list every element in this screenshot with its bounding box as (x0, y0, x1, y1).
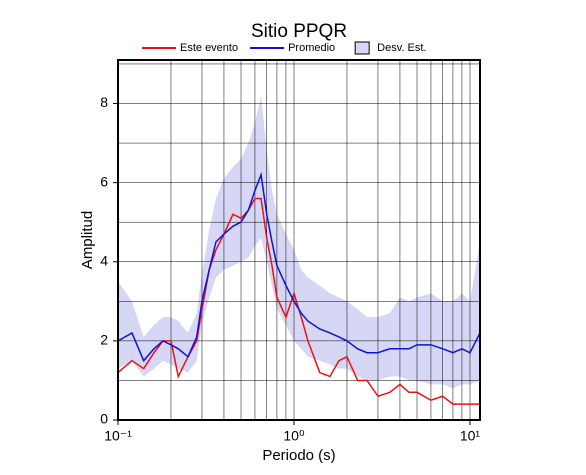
legend-label: Este evento (180, 42, 238, 54)
y-tick-label: 0 (100, 411, 108, 427)
legend-label: Promedio (288, 42, 335, 54)
series-line (117, 197, 480, 405)
y-tick-label: 6 (100, 173, 108, 189)
series-line (117, 171, 481, 363)
legend: Este evento Promedio Desv. Est. (142, 41, 426, 55)
legend-label: Desv. Est. (377, 42, 426, 54)
std-band (118, 95, 480, 389)
y-axis-label: Amplitud (79, 211, 96, 269)
plot-frame (117, 59, 481, 421)
y-tick-label: 2 (100, 332, 108, 348)
x-tick-label: 10¹ (460, 428, 481, 444)
x-axis-label: Periodo (s) (262, 447, 335, 464)
y-tick-label: 8 (100, 94, 108, 110)
chart-title: Sitio PPQR (251, 21, 347, 42)
x-tick-label: 10⁰ (283, 428, 305, 444)
x-tick-label: 10⁻¹ (104, 428, 132, 444)
legend-swatch (354, 41, 370, 55)
y-tick-label: 4 (100, 252, 108, 268)
